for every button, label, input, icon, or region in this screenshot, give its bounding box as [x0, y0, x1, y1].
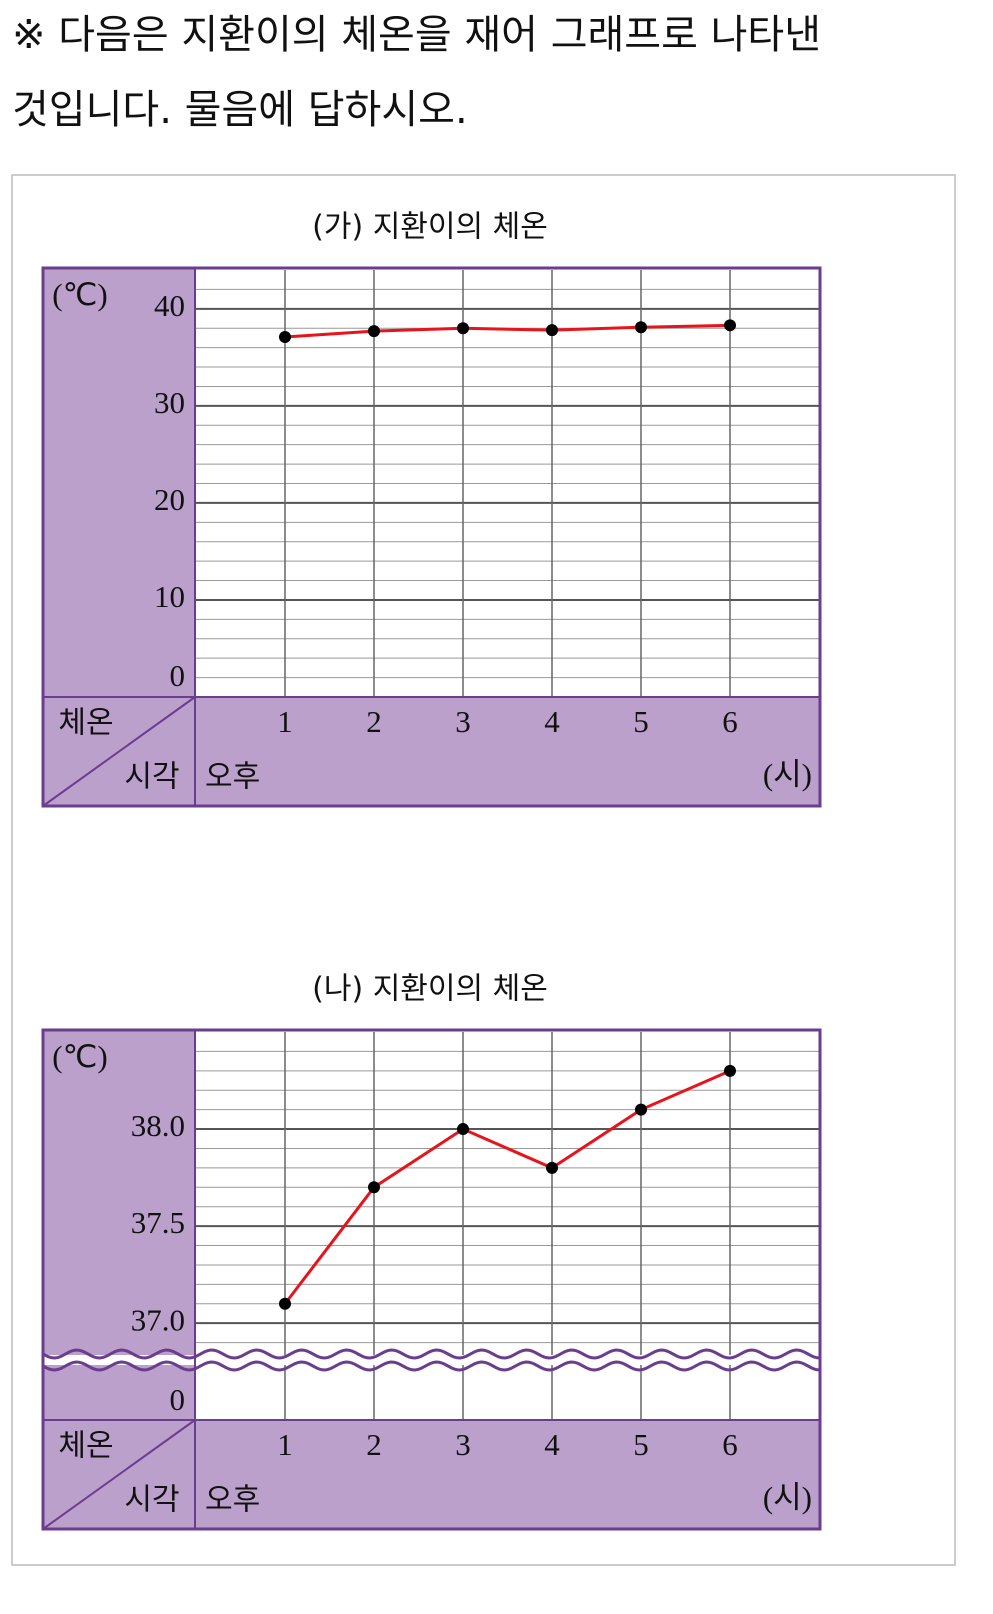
data-point [457, 322, 469, 335]
y-tick-label: 0 [170, 1382, 186, 1417]
data-point [724, 1064, 736, 1077]
data-point [457, 1123, 469, 1136]
temp-line [284, 323, 731, 339]
data-point [279, 330, 291, 343]
frame [41, 1028, 822, 1531]
y-tick-label: 30 [154, 385, 185, 420]
x-tick-label: 2 [366, 1427, 382, 1462]
x-tick-label: 2 [366, 704, 382, 739]
category-header: 시각 [124, 760, 179, 795]
x-unit: (시) [763, 757, 812, 792]
question-line: ※ 다음은 지환이의 체온을 재어 그래프로 나타낸 [12, 12, 822, 58]
break-wave [42, 1348, 821, 1360]
break-gap [41, 1355, 822, 1365]
data-point [546, 1161, 558, 1174]
x-tick-label: 1 [277, 1427, 293, 1462]
data-point [368, 1181, 380, 1194]
data-point [635, 321, 647, 334]
data-point [546, 324, 558, 337]
y-tick-label: 20 [154, 482, 185, 517]
break-wave [42, 1360, 821, 1372]
data-point [279, 1297, 291, 1310]
y-tick-label: 38.0 [131, 1108, 185, 1143]
label-column [43, 1030, 195, 1529]
x-tick-label: 5 [633, 704, 649, 739]
data-point [635, 1103, 647, 1116]
x-tick-label: 4 [544, 704, 560, 739]
x-tick-label: 4 [544, 1427, 560, 1462]
x-tick-label: 6 [722, 704, 738, 739]
category-header: 시각 [124, 1483, 179, 1518]
box [11, 174, 956, 1566]
y-tick-label: 40 [154, 288, 185, 323]
bottom-band [195, 1420, 820, 1529]
data-point [368, 325, 380, 338]
x-prefix: 오후 [205, 760, 260, 795]
x-tick-label: 1 [277, 704, 293, 739]
value-header: 체온 [58, 1429, 113, 1464]
x-tick-label: 5 [633, 1427, 649, 1462]
x-prefix: 오후 [205, 1483, 260, 1518]
x-tick-label: 6 [722, 1427, 738, 1462]
value-header: 체온 [58, 706, 113, 741]
frame [41, 266, 822, 808]
y-unit: (℃) [52, 1039, 107, 1074]
temp-line [283, 1069, 731, 1305]
y-tick-label: 10 [154, 579, 185, 614]
corner-diagonal [42, 1419, 196, 1530]
y-tick-label: 0 [170, 658, 186, 693]
corner-diagonal [42, 696, 196, 807]
y-tick-label: 37.0 [131, 1302, 185, 1337]
chart-title: (나) 지환이의 체온 [312, 972, 548, 1007]
x-tick-label: 3 [455, 704, 471, 739]
question-line: 것입니다. 물음에 답하시오. [12, 87, 468, 133]
y-unit: (℃) [52, 277, 107, 312]
data-point [724, 319, 736, 332]
bottom-band [195, 697, 820, 806]
x-unit: (시) [763, 1480, 812, 1515]
chart-title: (가) 지환이의 체온 [312, 210, 548, 245]
y-tick-label: 37.5 [131, 1205, 185, 1240]
x-tick-label: 3 [455, 1427, 471, 1462]
